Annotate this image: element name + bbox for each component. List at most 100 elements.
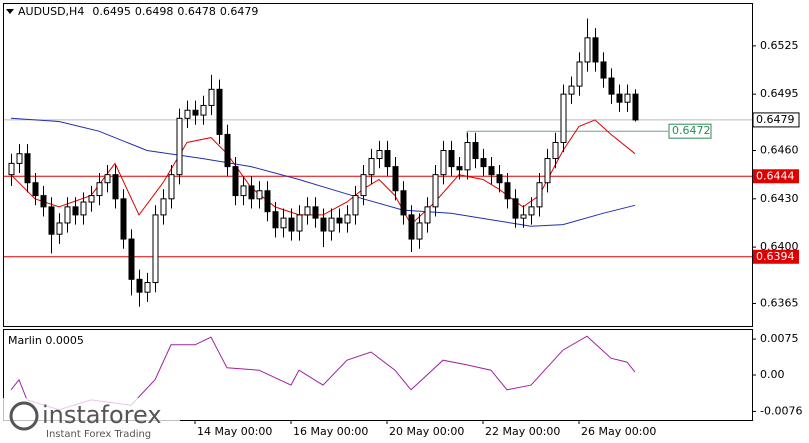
level-label-bg bbox=[753, 169, 799, 184]
candle-body bbox=[576, 61, 583, 87]
watermark-logo bbox=[9, 401, 39, 431]
candle-body bbox=[608, 77, 615, 95]
candle-body bbox=[160, 198, 167, 216]
candle-body bbox=[224, 133, 231, 168]
x-tick-label: 16 May 00:00 bbox=[293, 425, 368, 438]
level-label: 0.6444 bbox=[756, 169, 795, 182]
x-tick-label: 26 May 00:00 bbox=[581, 425, 656, 438]
candle-body bbox=[408, 214, 415, 240]
candle-body bbox=[240, 185, 247, 197]
candle-body bbox=[8, 162, 15, 176]
last-high: 0.6498 bbox=[135, 5, 174, 18]
level-label: 0.6394 bbox=[756, 250, 795, 263]
y-tick-label: 0.6525 bbox=[760, 39, 799, 52]
candle-body bbox=[232, 166, 239, 197]
candle-body bbox=[584, 37, 591, 63]
candle-body bbox=[568, 85, 575, 95]
candle-body bbox=[496, 174, 503, 184]
candle-body bbox=[176, 117, 183, 176]
candle-body bbox=[136, 278, 143, 293]
candle-body bbox=[512, 198, 519, 219]
candle-body bbox=[592, 37, 599, 63]
menu-arrow bbox=[6, 9, 14, 14]
moving-average bbox=[10, 117, 636, 227]
candle-body bbox=[480, 158, 487, 168]
main-panel bbox=[3, 3, 753, 327]
x-tick-label: 22 May 00:00 bbox=[485, 425, 560, 438]
price-label: 0.6479 bbox=[756, 113, 795, 126]
indicator-title: Marlin 0.0005 bbox=[8, 334, 84, 347]
candle-body bbox=[256, 190, 263, 200]
candle-body bbox=[96, 182, 103, 197]
price-label-bg bbox=[752, 112, 800, 128]
candle-body bbox=[448, 150, 455, 168]
candle-body bbox=[40, 195, 47, 208]
candle-body bbox=[264, 190, 271, 213]
candle-body bbox=[344, 214, 351, 224]
candle-body bbox=[56, 222, 63, 235]
candle-body bbox=[24, 153, 31, 184]
candle-body bbox=[320, 217, 327, 232]
candle-body bbox=[184, 109, 191, 119]
last-open: 0.6495 bbox=[92, 5, 131, 18]
x-tick-label: 14 May 00:00 bbox=[197, 425, 272, 438]
plot: 0.65250.64950.64600.64300.64000.63650.00… bbox=[4, 18, 802, 438]
candle-body bbox=[424, 206, 431, 224]
candle-body bbox=[16, 153, 23, 164]
candle-body bbox=[400, 190, 407, 216]
last-low: 0.6478 bbox=[177, 5, 216, 18]
candle-body bbox=[192, 109, 199, 116]
candle-body bbox=[624, 93, 631, 103]
chart-title: AUDUSD,H4 0.6495 0.6498 0.6478 0.6479 bbox=[18, 5, 258, 18]
candle-body bbox=[464, 141, 471, 171]
watermark: instaforex bbox=[42, 401, 162, 429]
last-close: 0.6479 bbox=[220, 5, 259, 18]
candle-body bbox=[64, 206, 71, 224]
candle-body bbox=[368, 158, 375, 176]
candle-body bbox=[432, 174, 439, 208]
candle-body bbox=[152, 214, 159, 284]
candle-body bbox=[472, 141, 479, 160]
candle-body bbox=[200, 104, 207, 116]
candle-body bbox=[120, 198, 127, 240]
candle-body bbox=[48, 206, 55, 235]
candle-body bbox=[488, 166, 495, 176]
candle-body bbox=[216, 88, 223, 135]
y-tick-label: 0.6430 bbox=[760, 192, 799, 205]
candle-body bbox=[208, 88, 215, 106]
level-label-bg bbox=[753, 249, 799, 264]
candle-body bbox=[392, 166, 399, 192]
candle-body bbox=[72, 206, 79, 216]
candle-body bbox=[168, 174, 175, 200]
y-tick-label: 0.00 bbox=[760, 368, 785, 381]
candle-body bbox=[280, 217, 287, 229]
candle-body bbox=[88, 195, 95, 203]
candle-body bbox=[544, 158, 551, 184]
candle-body bbox=[352, 195, 359, 216]
candle-body bbox=[520, 214, 527, 219]
candle-body bbox=[560, 93, 567, 143]
y-tick-label: 0.6460 bbox=[760, 144, 799, 157]
candle-body bbox=[528, 206, 535, 216]
candle-body bbox=[296, 214, 303, 232]
y-tick-label: 0.6365 bbox=[760, 296, 799, 309]
candle-body bbox=[104, 174, 111, 184]
candle-body bbox=[376, 150, 383, 160]
candle-body bbox=[336, 217, 343, 224]
candle-body bbox=[600, 61, 607, 79]
y-tick-label: -0.0076 bbox=[760, 404, 802, 417]
trend-label-bg bbox=[668, 123, 712, 139]
candle-body bbox=[440, 150, 447, 176]
y-tick-label: 0.0075 bbox=[760, 332, 799, 345]
trend-label: 0.6472 bbox=[672, 124, 711, 137]
candle-body bbox=[632, 93, 639, 121]
candle-body bbox=[80, 201, 87, 216]
candle-body bbox=[272, 211, 279, 229]
candle-body bbox=[416, 222, 423, 240]
candle-body bbox=[552, 141, 559, 160]
candle-body bbox=[536, 182, 543, 208]
candle-body bbox=[616, 93, 623, 103]
candle-body bbox=[312, 206, 319, 219]
candle-body bbox=[360, 174, 367, 197]
